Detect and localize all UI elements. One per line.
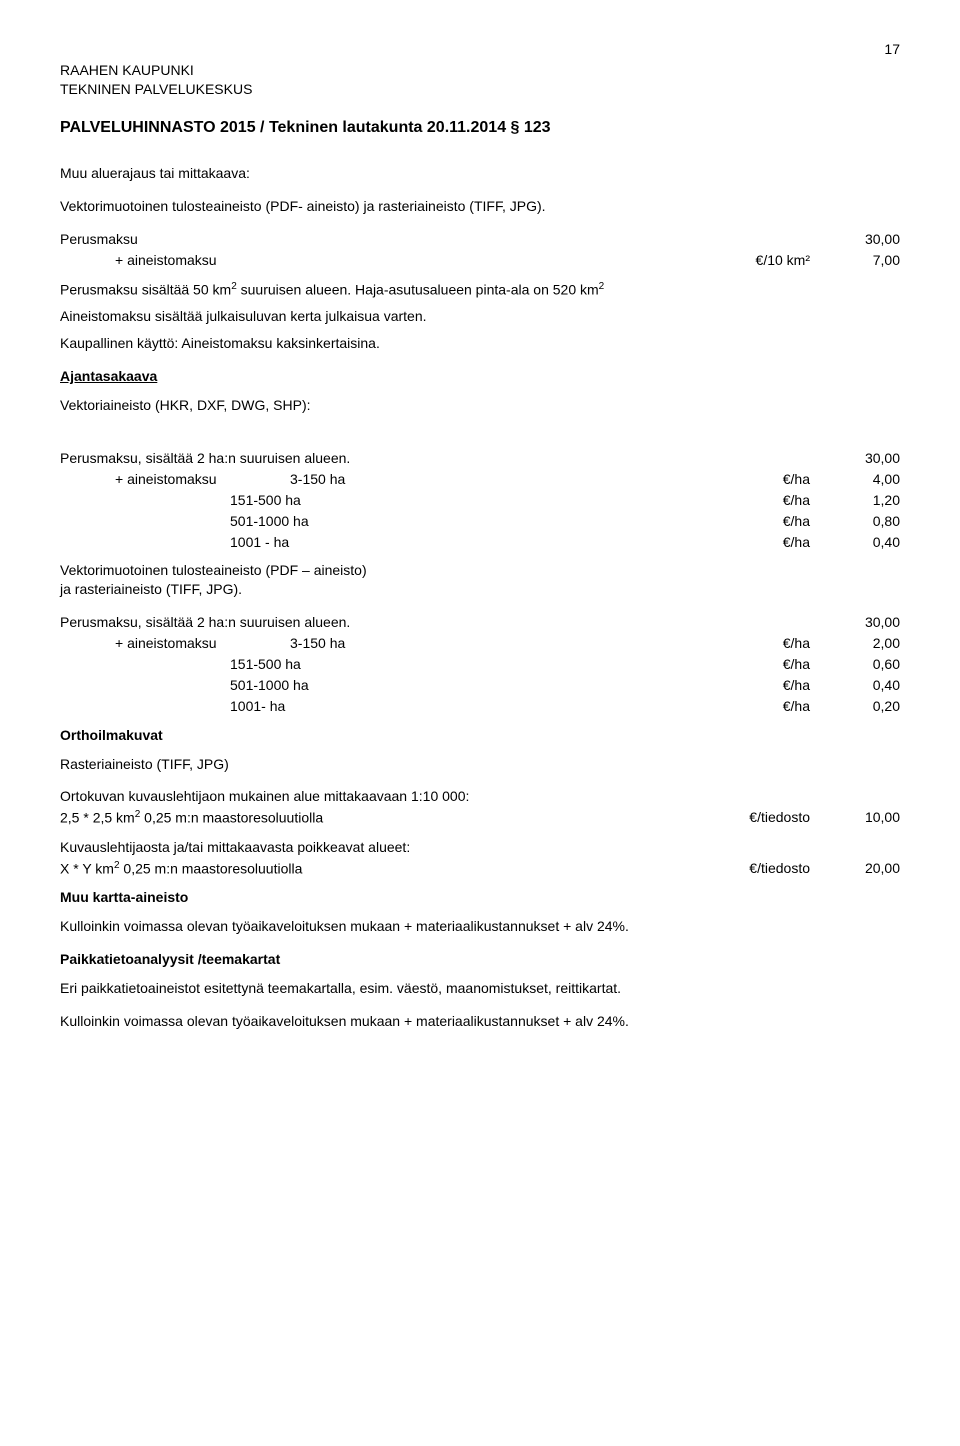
- dept-name: TEKNINEN PALVELUKESKUS: [60, 80, 900, 99]
- row-range: 1001 - ha: [230, 534, 289, 550]
- row-unit: €/ha: [740, 697, 830, 716]
- row-label: + aineistomaksu: [60, 251, 740, 270]
- price-row: 2,5 * 2,5 km2 0,25 m:n maastoresoluutiol…: [60, 808, 900, 828]
- paragraph: Kuvauslehtijaosta ja/tai mittakaavasta p…: [60, 838, 900, 857]
- price-table: Perusmaksu 30,00 + aineistomaksu€/10 km²7,…: [60, 230, 900, 270]
- document-title: PALVELUHINNASTO 2015 / Tekninen lautakun…: [60, 117, 900, 139]
- section-heading: Paikkatietoanalyysit /teemakartat: [60, 950, 900, 969]
- row-unit: €/10 km²: [740, 251, 830, 270]
- price-table: + aineistomaksu3-150 ha€/ha2,00151-500 h…: [60, 634, 900, 716]
- row-value: 0,60: [830, 655, 900, 674]
- row-unit: €/ha: [740, 491, 830, 510]
- row-label: 151-500 ha: [60, 491, 740, 510]
- org-name: RAAHEN KAUPUNKI: [60, 61, 900, 80]
- row-unit: €/ha: [740, 634, 830, 653]
- row-label: 2,5 * 2,5 km2 0,25 m:n maastoresoluutiol…: [60, 808, 740, 828]
- price-table: + aineistomaksu3-150 ha€/ha4,00151-500 h…: [60, 470, 900, 552]
- row-value: 2,00: [830, 634, 900, 653]
- row-range: 501-1000 ha: [230, 677, 309, 693]
- row-label: 1001- ha: [60, 697, 740, 716]
- label-part: X * Y km: [60, 860, 114, 876]
- section-description: Vektorimuotoinen tulosteaineisto (PDF- a…: [60, 197, 900, 216]
- row-range: 151-500 ha: [230, 656, 301, 672]
- row-label: 1001 - ha: [60, 533, 740, 552]
- row-value: 0,20: [830, 697, 900, 716]
- price-row: + aineistomaksu3-150 ha€/ha2,00: [60, 634, 900, 653]
- row-label: 501-1000 ha: [60, 512, 740, 531]
- section-subheading: Vektorimuotoinen tulosteaineisto (PDF – …: [60, 561, 900, 580]
- row-unit: [740, 230, 830, 249]
- price-row: + aineistomaksu3-150 ha€/ha4,00: [60, 470, 900, 489]
- note-part: suuruisen alueen. Haja-asutusalueen pint…: [237, 281, 599, 297]
- superscript: 2: [599, 281, 605, 292]
- price-row: 501-1000 ha €/ha0,80: [60, 512, 900, 531]
- price-row: X * Y km2 0,25 m:n maastoresoluutiolla €…: [60, 859, 900, 879]
- row-unit: €/ha: [740, 533, 830, 552]
- row-label: X * Y km2 0,25 m:n maastoresoluutiolla: [60, 859, 740, 879]
- row-value: 4,00: [830, 470, 900, 489]
- row-label: Perusmaksu: [60, 230, 740, 249]
- price-row: 151-500 ha €/ha1,20: [60, 491, 900, 510]
- row-value: 30,00: [830, 230, 900, 249]
- section-heading: Orthoilmakuvat: [60, 726, 900, 745]
- price-row: 1001 - ha €/ha0,40: [60, 533, 900, 552]
- row-unit: €/ha: [740, 676, 830, 695]
- section-heading: Muu kartta-aineisto: [60, 888, 900, 907]
- row-value: 0,80: [830, 512, 900, 531]
- row-unit: €/ha: [740, 655, 830, 674]
- price-row: + aineistomaksu€/10 km²7,00: [60, 251, 900, 270]
- row-range: 501-1000 ha: [230, 513, 309, 529]
- row-value: 0,40: [830, 676, 900, 695]
- row-value: 30,00: [830, 613, 900, 632]
- note-text: Aineistomaksu sisältää julkaisuluvan ker…: [60, 307, 900, 326]
- note-part: Perusmaksu sisältää 50 km: [60, 281, 231, 297]
- paragraph: Ortokuvan kuvauslehtijaon mukainen alue …: [60, 787, 900, 806]
- row-unit: €/tiedosto: [740, 859, 830, 879]
- paragraph: Eri paikkatietoaineistot esitettynä teem…: [60, 979, 900, 998]
- row-value: 20,00: [830, 859, 900, 879]
- row-label: Perusmaksu, sisältää 2 ha:n suuruisen al…: [60, 449, 830, 468]
- note-text: Kaupallinen käyttö: Aineistomaksu kaksin…: [60, 334, 900, 353]
- label-part: 0,25 m:n maastoresoluutiolla: [120, 860, 303, 876]
- row-value: 30,00: [830, 449, 900, 468]
- row-range: 1001- ha: [230, 698, 285, 714]
- paragraph: Kulloinkin voimassa olevan työaikaveloit…: [60, 917, 900, 936]
- row-range: 3-150 ha: [290, 471, 345, 487]
- row-label: 501-1000 ha: [60, 676, 740, 695]
- row-unit: €/tiedosto: [740, 808, 830, 828]
- row-unit: €/ha: [740, 470, 830, 489]
- page-number: 17: [60, 40, 900, 59]
- price-row: Perusmaksu 30,00: [60, 230, 900, 249]
- row-value: 1,20: [830, 491, 900, 510]
- row-value: 7,00: [830, 251, 900, 270]
- row-label-text: + aineistomaksu: [115, 634, 290, 653]
- section-subheading: ja rasteriaineisto (TIFF, JPG).: [60, 580, 900, 599]
- row-label-text: + aineistomaksu: [115, 470, 290, 489]
- note-text: Perusmaksu sisältää 50 km 2 suuruisen alu…: [60, 280, 900, 300]
- price-row: 151-500 ha €/ha0,60: [60, 655, 900, 674]
- section-subheading: Vektoriaineisto (HKR, DXF, DWG, SHP):: [60, 396, 900, 415]
- section-heading: Ajantasakaava: [60, 367, 900, 386]
- row-range: 3-150 ha: [290, 635, 345, 651]
- row-label: Perusmaksu, sisältää 2 ha:n suuruisen al…: [60, 613, 830, 632]
- row-label: + aineistomaksu3-150 ha: [60, 470, 740, 489]
- row-range: 151-500 ha: [230, 492, 301, 508]
- price-row: Perusmaksu, sisältää 2 ha:n suuruisen al…: [60, 613, 900, 632]
- row-unit: €/ha: [740, 512, 830, 531]
- label-part: 2,5 * 2,5 km: [60, 810, 135, 826]
- row-value: 10,00: [830, 808, 900, 828]
- row-label: 151-500 ha: [60, 655, 740, 674]
- row-value: 0,40: [830, 533, 900, 552]
- section-subheading: Rasteriaineisto (TIFF, JPG): [60, 755, 900, 774]
- price-row: 501-1000 ha €/ha0,40: [60, 676, 900, 695]
- price-row: 1001- ha €/ha0,20: [60, 697, 900, 716]
- paragraph: Kulloinkin voimassa olevan työaikaveloit…: [60, 1012, 900, 1031]
- row-label: + aineistomaksu3-150 ha: [60, 634, 740, 653]
- section-heading: Muu aluerajaus tai mittakaava:: [60, 164, 900, 183]
- label-part: 0,25 m:n maastoresoluutiolla: [140, 810, 323, 826]
- price-row: Perusmaksu, sisältää 2 ha:n suuruisen al…: [60, 449, 900, 468]
